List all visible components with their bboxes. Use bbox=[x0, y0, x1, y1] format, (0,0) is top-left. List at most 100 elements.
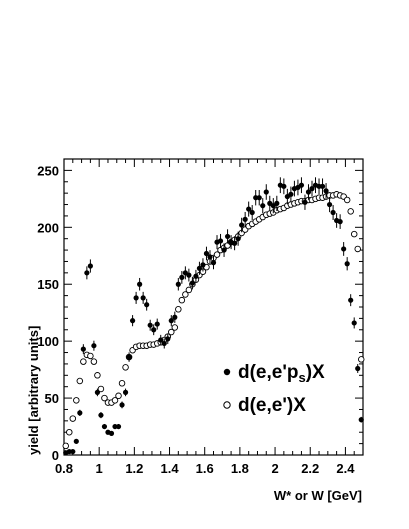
legend-marker-filled bbox=[223, 368, 231, 376]
tagged-data-point bbox=[260, 203, 266, 209]
tagged-data-point bbox=[84, 270, 90, 276]
tagged-data-point bbox=[126, 354, 132, 360]
tagged-data-point bbox=[73, 438, 79, 444]
tagged-data-point bbox=[144, 302, 150, 308]
inclusive-data-point bbox=[185, 286, 193, 294]
inclusive-data-point bbox=[171, 324, 179, 331]
tagged-data-point bbox=[94, 389, 101, 395]
inclusive-data-point bbox=[90, 358, 98, 365]
x-tick-label: 2.2 bbox=[301, 461, 319, 476]
tagged-data-point bbox=[158, 337, 164, 343]
x-tick-label: 1.8 bbox=[231, 461, 249, 476]
inclusive-data-point bbox=[175, 306, 182, 313]
tagged-data-point bbox=[358, 417, 364, 423]
tagged-data-point bbox=[87, 263, 93, 269]
inclusive-data-point bbox=[122, 364, 129, 371]
tagged-data-point bbox=[77, 410, 83, 416]
tagged-data-point bbox=[355, 365, 361, 372]
tagged-data-point bbox=[256, 195, 262, 201]
tagged-data-point bbox=[288, 191, 294, 197]
x-tick-label: 2 bbox=[271, 461, 278, 476]
inclusive-data-point bbox=[66, 428, 73, 436]
inclusive-data-point bbox=[62, 442, 70, 450]
tagged-data-point bbox=[348, 297, 354, 303]
x-tick-label: 0.8 bbox=[55, 461, 73, 476]
tagged-data-point bbox=[122, 389, 129, 395]
inclusive-data-point bbox=[69, 415, 77, 422]
tagged-data-point bbox=[246, 206, 252, 212]
tagged-data-point bbox=[207, 254, 213, 260]
inclusive-data-point bbox=[350, 230, 358, 238]
inclusive-data-point bbox=[118, 380, 126, 387]
inclusive-data-point bbox=[115, 392, 122, 400]
tagged-data-point bbox=[140, 295, 146, 301]
tagged-data-point bbox=[108, 430, 115, 436]
tagged-data-point bbox=[274, 200, 280, 206]
tagged-data-point bbox=[224, 233, 231, 240]
inclusive-data-point bbox=[354, 245, 361, 253]
tagged-data-point bbox=[341, 246, 347, 252]
x-tick-label: 1.4 bbox=[160, 461, 179, 476]
tagged-data-point bbox=[119, 402, 125, 408]
tagged-data-point bbox=[249, 209, 255, 216]
tagged-data-point bbox=[91, 343, 97, 349]
legend-label-filled: d(e,e'ps)X bbox=[238, 362, 325, 385]
plot-frame bbox=[63, 158, 364, 456]
inclusive-data-point bbox=[168, 328, 175, 336]
tagged-data-point bbox=[172, 314, 178, 320]
tagged-data-point bbox=[351, 320, 357, 326]
tagged-data-point bbox=[239, 222, 245, 228]
tagged-data-point bbox=[309, 186, 315, 192]
tagged-data-point bbox=[323, 188, 329, 194]
tagged-data-point bbox=[101, 423, 108, 430]
tagged-data-point bbox=[302, 199, 308, 205]
tagged-data-point bbox=[200, 262, 206, 268]
tagged-data-point bbox=[305, 189, 312, 195]
tagged-data-point bbox=[326, 201, 333, 208]
tagged-data-point bbox=[165, 336, 171, 342]
tagged-data-point bbox=[189, 280, 195, 286]
tagged-data-point bbox=[337, 219, 343, 225]
tagged-data-point bbox=[281, 183, 287, 189]
x-axis-title: W* or W [GeV] bbox=[274, 488, 362, 503]
inclusive-data-point bbox=[213, 251, 221, 258]
inclusive-data-point bbox=[178, 296, 186, 304]
inclusive-data-point bbox=[76, 377, 84, 385]
inclusive-data-point bbox=[182, 291, 189, 298]
series-inclusive-points bbox=[62, 191, 365, 450]
tagged-data-point bbox=[80, 346, 86, 352]
tagged-data-point bbox=[129, 318, 136, 324]
tagged-data-point bbox=[263, 189, 269, 195]
x-tick-label: 1 bbox=[96, 461, 103, 476]
legend-label-open: d(e,e')X bbox=[238, 395, 306, 416]
inclusive-data-point bbox=[73, 397, 80, 404]
inclusive-data-point bbox=[101, 394, 108, 402]
y-tick-label: 100 bbox=[37, 334, 59, 349]
x-tick-label: 1.6 bbox=[196, 461, 214, 476]
tagged-data-point bbox=[168, 318, 174, 324]
y-tick-label: 150 bbox=[37, 277, 59, 292]
inclusive-data-point bbox=[87, 352, 94, 360]
tagged-data-point bbox=[133, 295, 139, 301]
y-tick-label: 0 bbox=[52, 448, 59, 463]
tagged-data-point bbox=[196, 265, 203, 271]
inclusive-data-point bbox=[94, 372, 101, 379]
tagged-data-point bbox=[298, 182, 305, 188]
x-tick-label: 2.4 bbox=[336, 461, 355, 476]
tagged-data-point bbox=[203, 250, 210, 257]
y-axis-title: yield [arbitrary units] bbox=[26, 326, 41, 455]
tagged-data-point bbox=[115, 423, 122, 430]
x-tick-label: 1.2 bbox=[125, 461, 143, 476]
inclusive-data-point bbox=[80, 358, 87, 365]
tagged-data-point bbox=[186, 272, 192, 278]
tagged-data-point bbox=[175, 281, 181, 287]
tagged-data-point bbox=[161, 340, 167, 347]
tagged-data-point bbox=[154, 321, 160, 327]
tagged-data-point bbox=[344, 261, 350, 267]
x-axis-ticks: 0.8 1 1.2 1.4 1.6 1.8 2 2.2 2.4 bbox=[55, 159, 364, 476]
tagged-data-point bbox=[179, 274, 185, 280]
tagged-data-point bbox=[221, 247, 227, 253]
inclusive-data-point bbox=[343, 196, 351, 204]
tagged-data-point bbox=[242, 216, 248, 222]
tagged-data-point bbox=[330, 209, 336, 216]
